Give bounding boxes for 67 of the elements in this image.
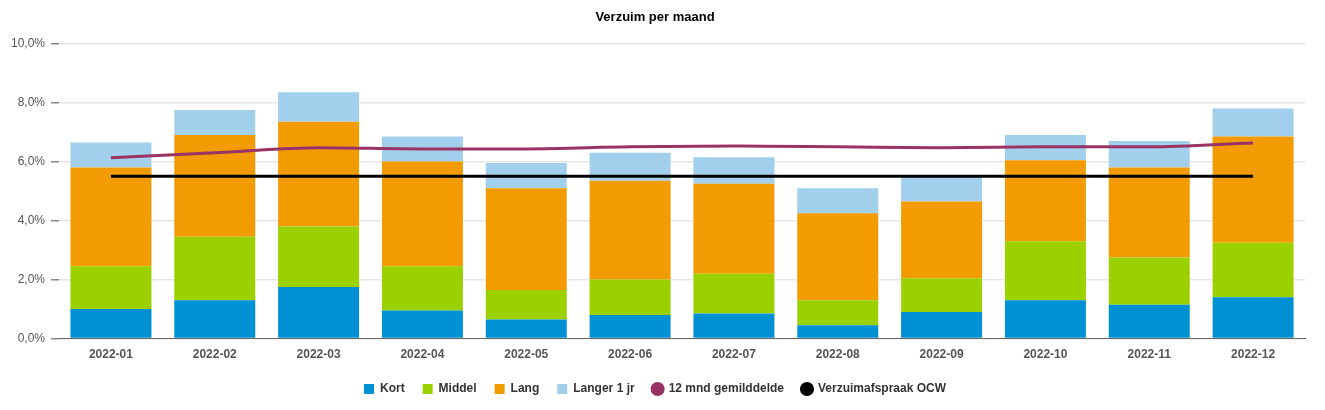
bar xyxy=(901,312,983,338)
x-tick-label: 2022-07 xyxy=(711,347,757,362)
bar xyxy=(278,121,360,227)
bar xyxy=(797,213,879,301)
y-tick-label: 2,0% xyxy=(17,271,46,286)
legend-label: Verzuimafspraak OCW xyxy=(818,381,947,396)
bar xyxy=(174,300,256,338)
bar xyxy=(70,167,152,267)
y-tick-label: 4,0% xyxy=(17,212,46,227)
bar xyxy=(485,188,567,290)
bar xyxy=(1212,136,1294,243)
bar xyxy=(1108,167,1190,258)
bar xyxy=(1212,108,1294,137)
bar xyxy=(278,92,360,122)
bar xyxy=(485,289,567,320)
x-tick-label: 2022-12 xyxy=(1231,347,1276,362)
bar xyxy=(1004,160,1086,242)
legend-label: Kort xyxy=(379,381,405,396)
bar xyxy=(693,313,775,338)
bar xyxy=(278,286,360,338)
bar xyxy=(174,109,256,136)
x-tick-label: 2022-02 xyxy=(192,347,238,362)
bar xyxy=(278,226,360,287)
bar xyxy=(381,310,463,338)
bar xyxy=(1212,242,1294,298)
bar xyxy=(693,183,775,274)
x-tick-label: 2022-04 xyxy=(400,347,445,362)
x-tick-label: 2022-05 xyxy=(504,347,549,362)
bar xyxy=(174,135,256,237)
bar xyxy=(174,236,256,301)
bar xyxy=(485,319,567,338)
legend-label: Langer 1 jr xyxy=(573,381,635,396)
legend-label: 12 mnd gemilddelde xyxy=(668,381,785,396)
bar xyxy=(797,188,879,214)
x-tick-label: 2022-06 xyxy=(608,347,653,362)
x-tick-label: 2022-11 xyxy=(1127,347,1172,362)
y-tick-label: 6,0% xyxy=(17,153,46,168)
y-tick-label: 8,0% xyxy=(17,94,46,109)
bar xyxy=(901,278,983,313)
bar xyxy=(1212,297,1294,338)
legend-label: Lang xyxy=(510,381,540,396)
y-tick-label: 10,0% xyxy=(10,35,46,50)
x-tick-label: 2022-01 xyxy=(88,347,134,362)
bar xyxy=(901,201,983,279)
bar xyxy=(381,161,463,267)
bar xyxy=(1108,257,1190,305)
x-tick-label: 2022-10 xyxy=(1023,347,1068,362)
bar xyxy=(1004,300,1086,338)
legend-label: Middel xyxy=(438,381,477,396)
bar xyxy=(589,180,671,280)
x-tick-label: 2022-08 xyxy=(815,347,861,362)
x-tick-label: 2022-09 xyxy=(919,347,964,362)
bar xyxy=(797,325,879,338)
line-series xyxy=(109,141,1255,160)
y-tick-label: 0,0% xyxy=(17,330,46,345)
bar xyxy=(70,309,152,338)
bar xyxy=(589,279,671,315)
bar xyxy=(381,266,463,311)
bar xyxy=(589,315,671,338)
chart-title: Verzuim per maand xyxy=(595,9,715,25)
bar xyxy=(70,142,152,168)
x-tick-label: 2022-03 xyxy=(296,347,341,362)
bar xyxy=(1004,241,1086,301)
bar xyxy=(693,273,775,314)
bar xyxy=(797,300,879,326)
bar xyxy=(1108,304,1190,338)
bar xyxy=(70,266,152,310)
